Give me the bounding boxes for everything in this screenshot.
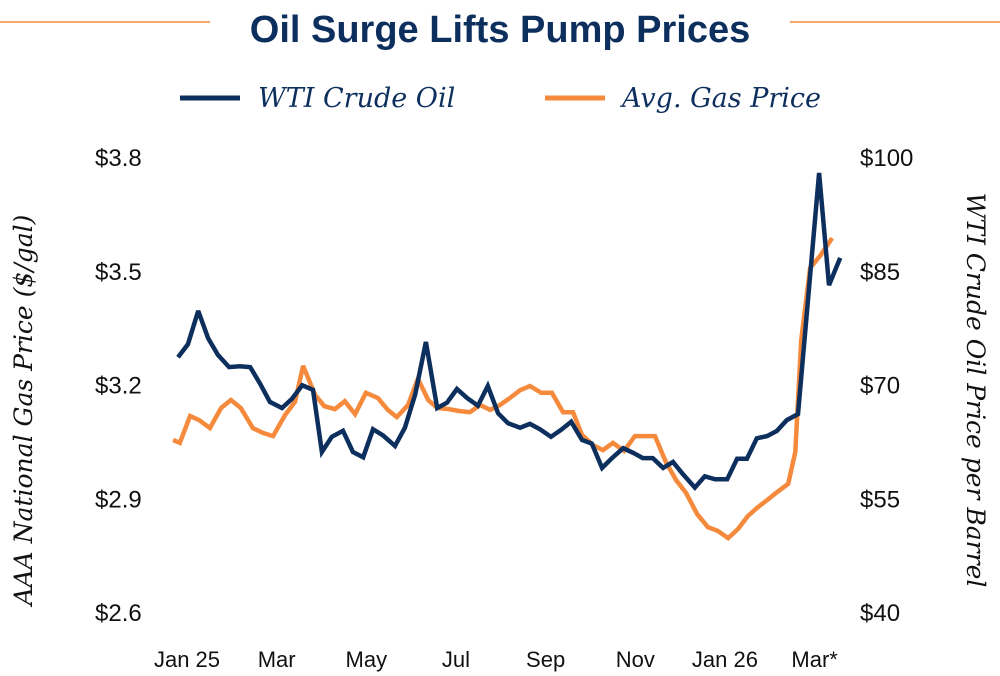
right-tick-label: $40 [860, 600, 900, 627]
left-tick-label: $2.9 [95, 486, 142, 513]
left-tick-label: $3.8 [95, 145, 142, 172]
right-tick-label: $70 [860, 373, 900, 400]
legend: WTI Crude Oil Avg. Gas Price [180, 83, 821, 114]
right-axis-label: WTI Crude Oil Price per Barrel [961, 193, 990, 588]
avg-gas-price-line [172, 236, 834, 541]
x-tick-label: Nov [616, 647, 655, 672]
legend-label-gas: Avg. Gas Price [619, 83, 821, 114]
x-tick-label: May [346, 647, 388, 672]
right-tick-label: $100 [860, 145, 913, 172]
left-tick-label: $3.2 [95, 373, 142, 400]
chart-title: Oil Surge Lifts Pump Prices [250, 9, 750, 51]
x-tick-label: Sep [526, 647, 565, 672]
x-tick-label: Jan 25 [154, 647, 220, 672]
x-tick-label: Jan 26 [692, 647, 758, 672]
right-tick-label: $55 [860, 486, 900, 513]
x-tick-label: Mar* [791, 647, 838, 672]
legend-label-wti: WTI Crude Oil [258, 83, 455, 114]
left-axis-label: AAA National Gas Price ($/gal) [9, 215, 38, 608]
wti-crude-oil-line [176, 172, 843, 491]
left-tick-label: $3.5 [95, 259, 142, 286]
left-tick-label: $2.6 [95, 600, 142, 627]
x-tick-label: Jul [442, 647, 470, 672]
right-tick-label: $85 [860, 259, 900, 286]
x-tick-label: Mar [258, 647, 296, 672]
